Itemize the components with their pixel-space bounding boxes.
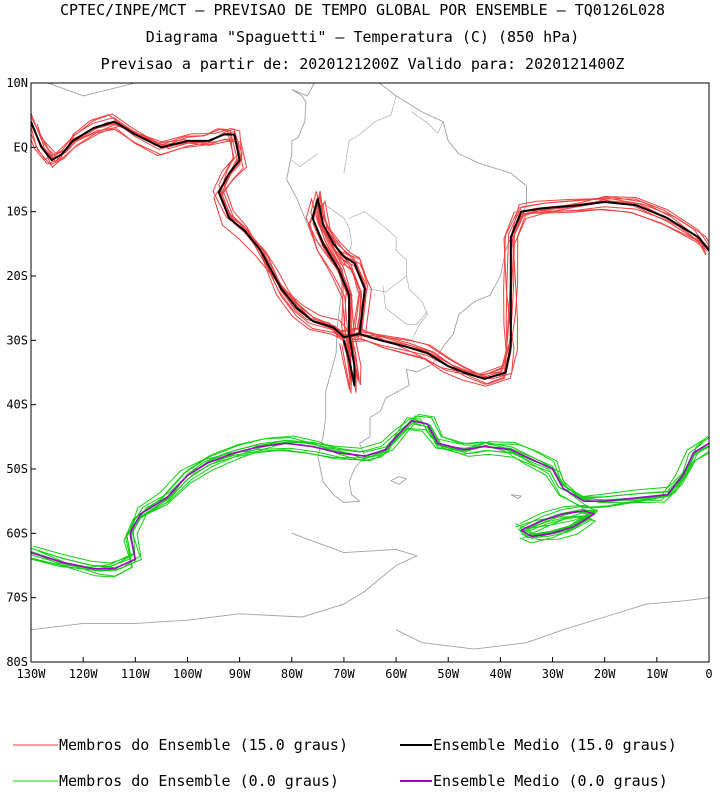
member-line-15-0-4 (31, 122, 709, 380)
mean-line-15-1 (311, 197, 366, 387)
legend-label-3: Ensemble Medio (0.0 graus) (433, 772, 668, 790)
member-line-0-1-9 (518, 515, 594, 539)
x-tick-label: 20W (594, 667, 616, 681)
x-tick-label: 100W (173, 667, 203, 681)
x-tick-label: 80W (281, 667, 303, 681)
x-tick-label: 60W (385, 667, 407, 681)
member-line-0-1-4 (515, 509, 599, 539)
member-line-0-0-8 (31, 415, 709, 571)
ensemble-members (31, 113, 709, 578)
x-tick-label: 10W (646, 667, 668, 681)
member-line-15-1-7 (309, 201, 367, 382)
member-line-15-0-9 (31, 124, 707, 385)
x-tick-label: 130W (17, 667, 47, 681)
y-tick-label: 20S (6, 269, 28, 283)
mean-line-15-0 (31, 120, 709, 380)
x-tick-label: 0 (705, 667, 712, 681)
y-tick-label: 10S (6, 205, 28, 219)
member-line-15-1-8 (315, 190, 363, 394)
member-line-15-1-9 (316, 201, 361, 381)
coastlines (31, 83, 709, 650)
y-tick-label: 80S (6, 655, 28, 669)
member-line-0-0-2 (35, 427, 709, 578)
mean-line-0-1 (520, 510, 596, 538)
chart-title-line-1: CPTEC/INPE/MCT – PREVISAO DE TEMPO GLOBA… (59, 1, 666, 19)
x-tick-label: 30W (542, 667, 564, 681)
y-tick-label: EQ (14, 140, 28, 154)
legend-label-1: Ensemble Medio (15.0 graus) (433, 736, 677, 754)
y-tick-label: 30S (6, 333, 28, 347)
x-tick-label: 110W (121, 667, 151, 681)
member-line-0-1-5 (515, 515, 597, 541)
axes: 130W 120W 110W 100W 90W 80W 70W 60W 50W 40W 30W 20W… (6, 76, 712, 681)
y-tick-label: 40S (6, 398, 28, 412)
member-line-15-0-7 (31, 115, 705, 376)
member-line-15-0-8 (32, 113, 708, 377)
chart-title-line-3: Previsao a partir de: 2020121200Z Valido… (100, 55, 625, 73)
x-tick-label: 90W (229, 667, 251, 681)
y-tick-label: 60S (6, 526, 28, 540)
member-line-15-0-2 (31, 122, 707, 385)
x-tick-label: 70W (333, 667, 355, 681)
y-tick-label: 70S (6, 591, 28, 605)
y-tick-label: 50S (6, 462, 28, 476)
ensemble-means (31, 120, 709, 570)
chart-title-line-2: Diagrama "Spaguetti" – Temperatura (C) (… (145, 28, 580, 46)
legend: Membros do Ensemble (15.0 graus) Ensemble… (13, 736, 677, 790)
x-tick-label: 120W (69, 667, 99, 681)
legend-label-0: Membros do Ensemble (15.0 graus) (59, 736, 348, 754)
member-line-0-1-3 (519, 504, 598, 544)
member-line-0-0-1 (31, 413, 709, 569)
mean-line-0-0 (31, 420, 709, 570)
plot-frame (30, 82, 710, 663)
legend-label-2: Membros do Ensemble (0.0 graus) (59, 772, 339, 790)
member-line-15-0-3 (31, 122, 706, 379)
x-tick-label: 40W (490, 667, 512, 681)
member-line-15-0-6 (36, 121, 709, 387)
member-line-0-1-8 (517, 509, 597, 536)
x-tick-label: 50W (437, 667, 459, 681)
member-line-15-1-0 (307, 203, 369, 380)
y-tick-label: 10N (6, 76, 28, 90)
